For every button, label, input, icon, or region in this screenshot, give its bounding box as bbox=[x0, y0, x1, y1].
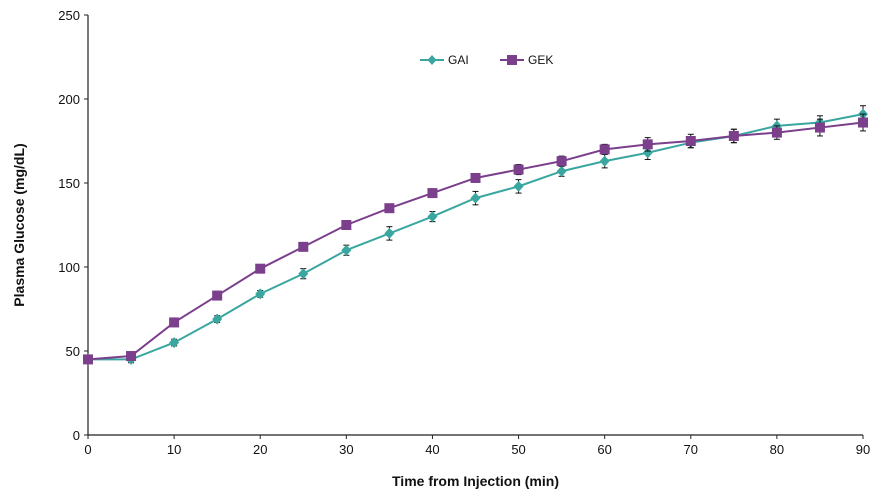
data-point bbox=[470, 172, 481, 183]
series-line bbox=[87, 121, 864, 361]
data-point bbox=[728, 130, 739, 141]
legend-label: GAI bbox=[448, 53, 469, 67]
data-point bbox=[255, 263, 266, 274]
y-tick-label: 150 bbox=[58, 176, 80, 191]
data-point bbox=[513, 164, 524, 175]
x-tick-label: 20 bbox=[253, 442, 267, 457]
data-point bbox=[212, 290, 223, 301]
x-tick-labels: 0 10 20 30 40 50 60 70 80 90 bbox=[84, 442, 870, 457]
data-point bbox=[771, 127, 782, 138]
series-gai bbox=[83, 105, 868, 365]
data-point bbox=[255, 288, 266, 300]
data-point bbox=[298, 241, 309, 252]
data-point bbox=[642, 147, 653, 159]
x-tick-label: 80 bbox=[770, 442, 784, 457]
axes bbox=[84, 14, 864, 439]
y-tick-label: 0 bbox=[73, 428, 80, 443]
legend-item-gek: GEK bbox=[500, 53, 553, 67]
data-point bbox=[384, 203, 395, 214]
x-tick-label: 0 bbox=[84, 442, 91, 457]
x-tick-label: 60 bbox=[597, 442, 611, 457]
y-tick-label: 250 bbox=[58, 8, 80, 23]
x-tick-label: 40 bbox=[425, 442, 439, 457]
data-point bbox=[814, 122, 825, 133]
legend-marker bbox=[507, 55, 517, 65]
data-point bbox=[427, 211, 438, 223]
data-point bbox=[212, 313, 223, 325]
legend-label: GEK bbox=[528, 53, 553, 67]
data-point bbox=[384, 227, 395, 239]
series-line bbox=[88, 113, 864, 361]
y-tick-label: 100 bbox=[58, 260, 80, 275]
x-tick-label: 70 bbox=[684, 442, 698, 457]
data-point bbox=[427, 188, 438, 199]
x-tick-label: 90 bbox=[856, 442, 870, 457]
data-point bbox=[599, 155, 610, 167]
data-point bbox=[599, 144, 610, 155]
legend: GAI GEK bbox=[420, 53, 553, 67]
y-axis-title: Plasma Glucose (mg/dL) bbox=[11, 143, 27, 306]
data-point bbox=[642, 139, 653, 150]
series-gek bbox=[83, 113, 868, 365]
data-point bbox=[685, 136, 696, 146]
x-tick-label: 50 bbox=[511, 442, 525, 457]
x-tick-label: 30 bbox=[339, 442, 353, 457]
legend-item-gai: GAI bbox=[420, 53, 469, 67]
legend-marker bbox=[427, 55, 437, 65]
y-tick-label: 200 bbox=[58, 92, 80, 107]
data-point bbox=[470, 192, 481, 204]
x-axis-title: Time from Injection (min) bbox=[392, 473, 559, 489]
data-point bbox=[126, 351, 137, 362]
data-point bbox=[169, 337, 180, 349]
data-point bbox=[341, 220, 352, 230]
data-point bbox=[341, 244, 352, 256]
data-point bbox=[513, 180, 524, 192]
y-tick-label: 50 bbox=[66, 344, 80, 359]
data-point bbox=[556, 156, 567, 167]
series-layer bbox=[83, 105, 868, 365]
data-point bbox=[556, 165, 567, 177]
data-point bbox=[298, 268, 309, 280]
data-point bbox=[169, 317, 180, 328]
x-tick-label: 10 bbox=[167, 442, 181, 457]
y-tick-labels: 0 50 100 150 200 250 bbox=[58, 8, 80, 443]
data-point bbox=[83, 354, 93, 365]
data-point bbox=[858, 117, 868, 128]
